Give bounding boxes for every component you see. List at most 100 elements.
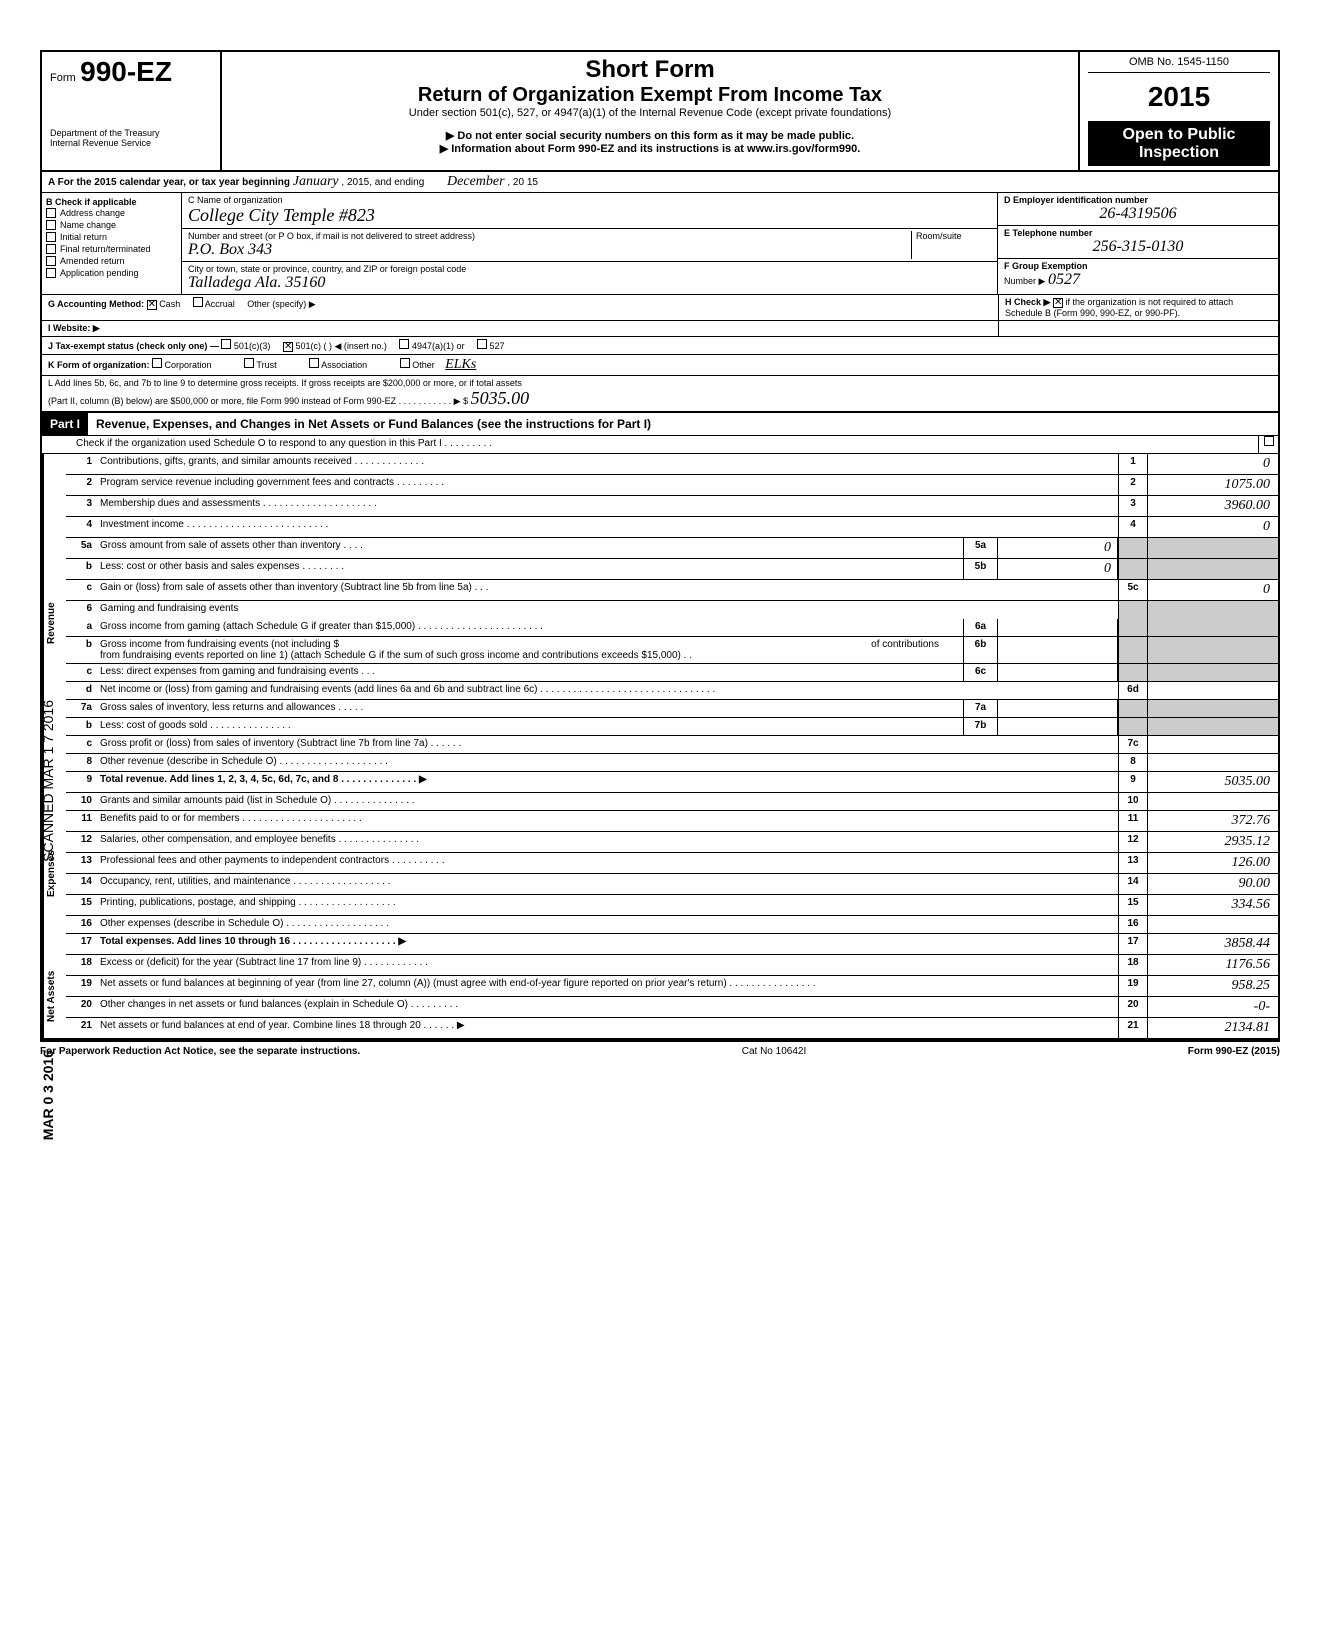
h-label: H Check ▶ [1005,297,1050,307]
row-j: J Tax-exempt status (check only one) — 5… [42,337,1278,355]
expenses-section: Expenses 10 Grants and similar amounts p… [42,793,1278,955]
check-schedule-o[interactable] [1264,436,1274,446]
check-501c3[interactable] [221,339,231,349]
header-left: Form 990-EZ Department of the Treasury I… [42,52,222,170]
line-12: 12 Salaries, other compensation, and emp… [66,832,1278,853]
ssn-warning: ▶ Do not enter social security numbers o… [234,129,1066,142]
line-3: 3 Membership dues and assessments . . . … [66,496,1278,517]
tax-year: 2015 [1088,73,1270,122]
org-city: Talladega Ala. 35160 [188,274,991,292]
open-public: Open to Public Inspection [1088,122,1270,166]
check-accrual[interactable] [193,297,203,307]
section-a: A For the 2015 calendar year, or tax yea… [42,172,1278,193]
mar03-stamp: MAR 0 3 2016 [40,1050,56,1140]
check-assoc[interactable] [309,358,319,368]
check-final[interactable]: Final return/terminated [46,243,177,255]
room-suite-label: Room/suite [911,231,991,259]
part1-check-text: Check if the organization used Schedule … [72,436,1258,453]
check-address[interactable]: Address change [46,207,177,219]
subtitle: Under section 501(c), 527, or 4947(a)(1)… [234,107,1066,119]
d-label: D Employer identification number [1004,195,1272,205]
g-other: Other (specify) ▶ [247,299,315,309]
g-label: G Accounting Method: [48,299,144,309]
section-c: C Name of organization College City Temp… [182,193,998,294]
phone-value: 256-315-0130 [1004,238,1272,256]
check-name[interactable]: Name change [46,219,177,231]
check-trust[interactable] [244,358,254,368]
part1-title: Revenue, Expenses, and Changes in Net As… [88,413,659,435]
line-17: 17 Total expenses. Add lines 10 through … [66,934,1278,955]
group-exemption: 0527 [1048,271,1080,288]
netassets-section: Net Assets 18 Excess or (deficit) for th… [42,955,1278,1040]
check-corp[interactable] [152,358,162,368]
row-l: L Add lines 5b, 6c, and 7b to line 9 to … [42,376,1278,413]
l-text1: L Add lines 5b, 6c, and 7b to line 9 to … [48,378,1272,388]
info-link: ▶ Information about Form 990-EZ and its … [234,142,1066,155]
k-label: K Form of organization: [48,360,150,370]
form-prefix: Form [50,72,76,84]
check-other-org[interactable] [400,358,410,368]
line-2: 2 Program service revenue including gove… [66,475,1278,496]
check-4947[interactable] [399,339,409,349]
return-title: Return of Organization Exempt From Incom… [234,84,1066,107]
check-501c[interactable] [283,342,293,352]
footer-paperwork: For Paperwork Reduction Act Notice, see … [40,1046,360,1057]
short-form-title: Short Form [234,56,1066,84]
c-addr-label: Number and street (or P O box, if mail i… [188,231,911,241]
row-k: K Form of organization: Corporation Trus… [42,355,1278,376]
org-name: College City Temple #823 [188,205,991,226]
row-i: I Website: ▶ [42,321,1278,337]
f-label: F Group Exemption [1004,261,1272,271]
form-990ez-container: Form 990-EZ Department of the Treasury I… [40,50,1280,1042]
form-number: 990-EZ [80,56,172,87]
begin-month: January [293,174,339,189]
line-5b: b Less: cost or other basis and sales ex… [66,559,1278,580]
line-6c: c Less: direct expenses from gaming and … [66,664,1278,682]
part1-header: Part I [42,413,88,435]
check-pending[interactable]: Application pending [46,267,177,279]
section-a-mid: , 2015, and ending [341,177,424,188]
check-527[interactable] [477,339,487,349]
line-6d: d Net income or (loss) from gaming and f… [66,682,1278,700]
line-16: 16 Other expenses (describe in Schedule … [66,916,1278,934]
line-6: 6 Gaming and fundraising events [66,601,1278,619]
line-5a: 5a Gross amount from sale of assets othe… [66,538,1278,559]
c-city-label: City or town, state or province, country… [188,264,991,274]
line-19: 19 Net assets or fund balances at beginn… [66,976,1278,997]
other-org-value: ELKs [445,357,476,372]
org-address: P.O. Box 343 [188,241,911,259]
header-right: OMB No. 1545-1150 2015 Open to Public In… [1078,52,1278,170]
line-5c: c Gain or (loss) from sale of assets oth… [66,580,1278,601]
line-21: 21 Net assets or fund balances at end of… [66,1018,1278,1038]
form-header: Form 990-EZ Department of the Treasury I… [42,52,1278,172]
end-month: December [447,174,505,189]
line-18: 18 Excess or (deficit) for the year (Sub… [66,955,1278,976]
revenue-section: Revenue 1 Contributions, gifts, grants, … [42,454,1278,793]
line-6a: a Gross income from gaming (attach Sched… [66,619,1278,637]
section-bcdef: B Check if applicable Address change Nam… [42,193,1278,295]
row-gh: G Accounting Method: Cash Accrual Other … [42,295,1278,321]
i-label: I Website: ▶ [48,323,100,333]
line-13: 13 Professional fees and other payments … [66,853,1278,874]
line-6b: b Gross income from fundraising events (… [66,637,1278,664]
line-4: 4 Investment income . . . . . . . . . . … [66,517,1278,538]
j-label: J Tax-exempt status (check only one) — [48,341,219,351]
line-7b: b Less: cost of goods sold . . . . . . .… [66,718,1278,736]
line-7a: 7a Gross sales of inventory, less return… [66,700,1278,718]
line-1: 1 Contributions, gifts, grants, and simi… [66,454,1278,475]
line-15: 15 Printing, publications, postage, and … [66,895,1278,916]
line-8: 8 Other revenue (describe in Schedule O)… [66,754,1278,772]
check-amended[interactable]: Amended return [46,255,177,267]
section-b-label: B Check if applicable [46,197,177,207]
gross-receipts: 5035.00 [471,388,530,408]
f-number-label: Number ▶ [1004,276,1045,286]
scanned-stamp: SCANNED MAR 1 7 2016 [40,700,56,862]
l-text2: (Part II, column (B) below) are $500,000… [48,396,468,406]
check-initial[interactable]: Initial return [46,231,177,243]
section-a-end: , 20 15 [507,177,538,188]
section-b: B Check if applicable Address change Nam… [42,193,182,294]
part1-check-row: Check if the organization used Schedule … [42,436,1278,454]
check-schedule-b[interactable] [1053,298,1063,308]
line-14: 14 Occupancy, rent, utilities, and maint… [66,874,1278,895]
check-cash[interactable] [147,300,157,310]
